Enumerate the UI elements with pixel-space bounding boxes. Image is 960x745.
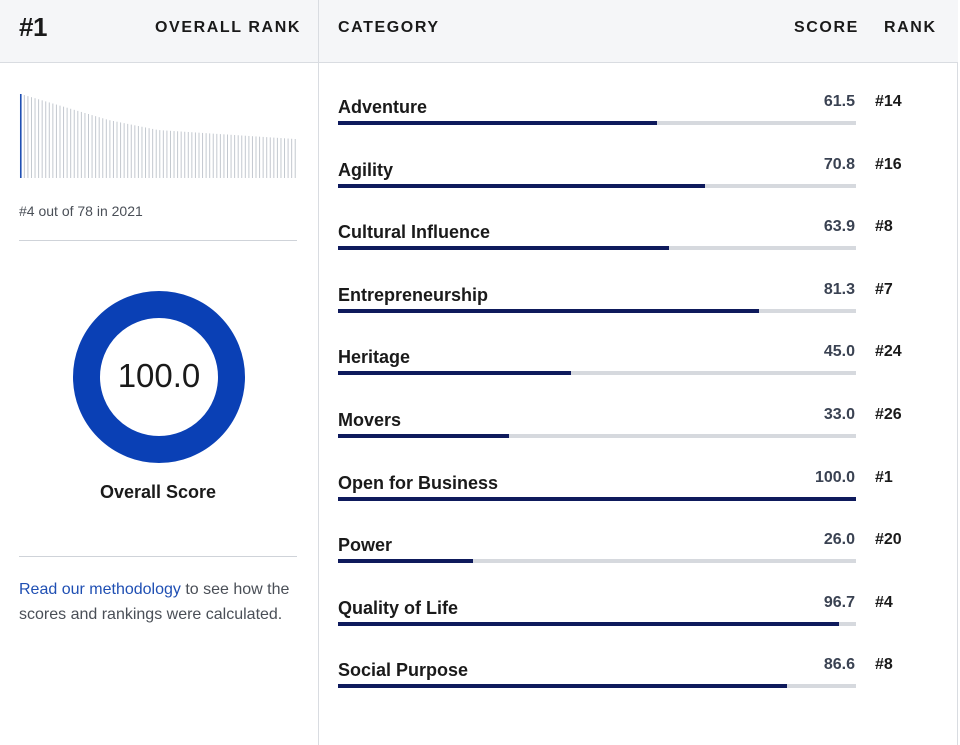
- category-rank: #16: [875, 155, 902, 173]
- category-score: 45.0: [823, 343, 855, 361]
- category-score: 63.9: [823, 218, 855, 236]
- category-name: Adventure: [338, 97, 428, 117]
- category-row: Quality of Life 96.7 #4: [338, 594, 938, 660]
- score-bar-track: [338, 371, 856, 376]
- overall-score-label: Overall Score: [99, 482, 217, 502]
- score-bar-fill: [338, 121, 657, 125]
- score-bar-fill: [338, 308, 760, 313]
- score-bar-track: [338, 308, 856, 313]
- methodology-text: to see how the scores and rankings were …: [19, 581, 290, 623]
- category-column-header: CATEGORY: [338, 19, 440, 36]
- score-bar-fill: [338, 371, 572, 376]
- score-bar-fill: [338, 621, 839, 626]
- category-rank: #24: [875, 343, 902, 361]
- score-bar-track: [338, 559, 856, 564]
- rank-history-chart: [19, 94, 296, 178]
- category-score: 81.3: [823, 280, 855, 298]
- category-row: Heritage 45.0 #24: [338, 343, 938, 409]
- category-rank: #26: [875, 406, 902, 423]
- score-bar-fill: [338, 246, 669, 251]
- rank-column-header: RANK: [884, 19, 937, 36]
- category-name: Heritage: [338, 347, 411, 368]
- category-score: 96.7: [823, 593, 855, 611]
- category-score: 33.0: [823, 406, 855, 423]
- category-name: Open for Business: [338, 472, 499, 493]
- category-score: 61.5: [823, 93, 855, 110]
- category-row: Power 26.0 #20: [338, 531, 938, 597]
- divider: [19, 556, 297, 557]
- category-row: Adventure 61.5 #14: [338, 93, 938, 159]
- methodology-note: Read our methodology to see how the scor…: [19, 578, 294, 627]
- category-rank: #7: [875, 280, 893, 298]
- score-bar-track: [338, 183, 856, 188]
- score-bar-track: [338, 246, 856, 251]
- score-bar-fill: [338, 434, 509, 438]
- score-bar-fill: [338, 684, 787, 689]
- category-row: Entrepreneurship 81.3 #7: [338, 281, 938, 347]
- column-divider: [318, 0, 319, 745]
- category-row: Movers 33.0 #26: [338, 406, 938, 472]
- category-name: Entrepreneurship: [338, 284, 489, 305]
- category-rank: #4: [875, 593, 893, 611]
- methodology-link[interactable]: Read our methodology: [19, 581, 181, 598]
- overall-score-donut: [73, 291, 245, 463]
- score-column-header: SCORE: [794, 19, 859, 36]
- category-rank: #8: [875, 218, 893, 236]
- overall-rank-heading: OVERALL RANK: [155, 19, 302, 36]
- category-row: Open for Business 100.0 #1: [338, 469, 938, 535]
- divider: [19, 240, 297, 241]
- score-bar-fill: [338, 496, 856, 501]
- category-rank: #20: [875, 531, 902, 549]
- score-bar-track: [338, 621, 856, 626]
- category-rank: #1: [875, 468, 893, 486]
- category-score: 86.6: [823, 656, 855, 674]
- category-score: 100.0: [814, 468, 855, 486]
- category-score: 70.8: [823, 155, 855, 173]
- rank-history-caption: #4 out of 78 in 2021: [19, 203, 143, 219]
- score-bar-fill: [338, 559, 473, 564]
- score-bar-track: [338, 684, 856, 689]
- category-name: Movers: [338, 410, 402, 430]
- category-name: Social Purpose: [338, 660, 469, 681]
- overall-score-value: 100.0: [117, 357, 201, 394]
- score-bar-fill: [338, 183, 705, 188]
- category-rank: #14: [875, 93, 902, 110]
- category-row: Agility 70.8 #16: [338, 156, 938, 222]
- category-row: Cultural Influence 63.9 #8: [338, 218, 938, 284]
- category-name: Agility: [338, 159, 394, 180]
- score-bar-track: [338, 121, 856, 125]
- category-name: Cultural Influence: [338, 222, 491, 243]
- category-score: 26.0: [823, 531, 855, 549]
- score-bar-track: [338, 496, 856, 501]
- category-rank: #8: [875, 656, 893, 674]
- category-row: Social Purpose 86.6 #8: [338, 656, 938, 722]
- score-bar-track: [338, 434, 856, 438]
- category-name: Power: [338, 535, 393, 556]
- overall-rank-number: #1: [19, 12, 47, 42]
- table-header: [0, 0, 958, 63]
- category-name: Quality of Life: [338, 597, 459, 618]
